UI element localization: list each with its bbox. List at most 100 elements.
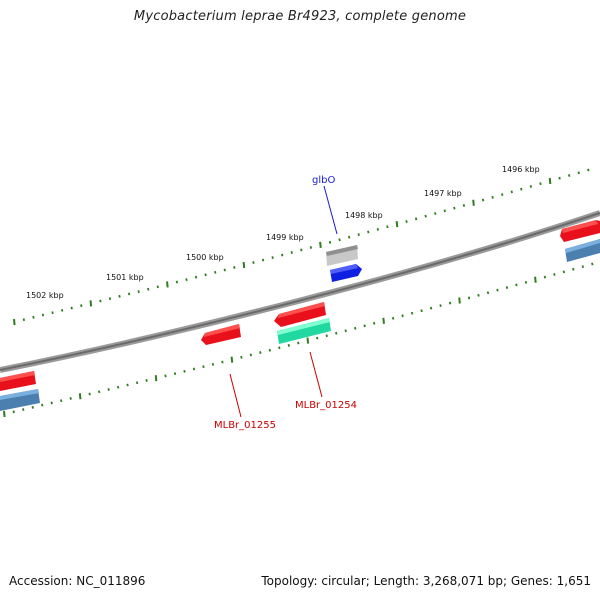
minor-tick <box>372 321 376 325</box>
map-title: Mycobacterium leprae Br4923, complete ge… <box>133 9 467 24</box>
minor-tick <box>325 334 328 338</box>
major-tick <box>319 241 322 249</box>
minor-tick <box>335 331 338 335</box>
feature-red-forward-left[interactable] <box>0 371 36 391</box>
minor-tick <box>156 285 159 289</box>
minor-tick <box>50 401 53 405</box>
minor-tick <box>496 288 499 292</box>
minor-tick <box>410 311 414 315</box>
minor-tick <box>137 290 140 294</box>
major-tick <box>13 318 16 326</box>
minor-tick <box>515 283 518 287</box>
minor-tick <box>31 405 34 409</box>
minor-tick <box>88 392 91 396</box>
minor-tick <box>414 217 418 221</box>
major-tick <box>534 276 537 283</box>
minor-tick <box>12 410 15 414</box>
minor-tick <box>481 198 485 202</box>
minor-tick <box>280 253 284 257</box>
feature-glbO[interactable] <box>330 264 362 282</box>
feature-green-reverse[interactable] <box>277 318 331 344</box>
minor-tick <box>462 204 466 207</box>
minor-tick <box>116 385 120 389</box>
major-tick <box>472 199 475 206</box>
minor-tick <box>553 273 556 276</box>
minor-tick <box>99 299 102 303</box>
minor-tick <box>587 168 590 172</box>
minor-tick <box>22 318 26 322</box>
major-tick <box>458 297 461 304</box>
minor-tick <box>268 348 272 352</box>
minor-tick <box>221 360 224 364</box>
minor-tick <box>347 235 351 239</box>
feature-MLBr_01254[interactable] <box>274 302 326 327</box>
minor-tick <box>591 262 594 266</box>
topology-summary: Topology: circular; Length: 3,268,071 bp… <box>261 574 591 588</box>
minor-tick <box>405 220 408 223</box>
minor-tick <box>278 346 281 350</box>
minor-tick <box>344 329 347 333</box>
minor-tick <box>164 374 167 378</box>
minor-tick <box>309 246 313 249</box>
feature-steel-reverse-right[interactable] <box>565 239 600 262</box>
minor-tick <box>429 306 433 310</box>
feature-gray-forward[interactable] <box>326 245 358 266</box>
minor-tick <box>386 225 389 229</box>
minor-tick <box>420 309 423 313</box>
minor-tick <box>338 238 341 242</box>
major-tick <box>89 300 93 307</box>
minor-tick <box>252 261 255 264</box>
minor-tick <box>175 280 179 284</box>
major-tick <box>230 356 234 363</box>
minor-tick <box>51 311 54 315</box>
minor-tick <box>543 275 547 279</box>
minor-tick <box>562 270 566 274</box>
minor-tick <box>505 286 509 289</box>
minor-tick <box>581 265 584 269</box>
minor-tick <box>32 315 35 319</box>
minor-tick <box>214 270 217 274</box>
scale-label-1501: 1501 kbp <box>106 273 144 282</box>
scale-label-1500: 1500 kbp <box>186 253 224 262</box>
minor-tick <box>434 212 437 215</box>
minor-tick <box>297 341 300 345</box>
minor-tick <box>223 268 226 272</box>
major-tick <box>548 177 552 185</box>
accession-text: Accession: NC_011896 <box>9 574 146 588</box>
major-tick <box>78 393 82 400</box>
scale-label-1499: 1499 kbp <box>266 233 304 242</box>
minor-tick <box>567 174 571 177</box>
minor-tick <box>69 397 72 400</box>
minor-tick <box>80 304 83 308</box>
scale-label-1502: 1502 kbp <box>26 291 64 300</box>
feature-label-MLBr_01254: MLBr_01254 <box>295 400 357 411</box>
minor-tick <box>97 390 101 394</box>
minor-tick <box>173 372 177 376</box>
minor-tick <box>328 240 332 244</box>
minor-tick <box>192 367 196 371</box>
minor-tick <box>135 381 139 385</box>
minor-tick <box>510 190 513 194</box>
minor-tick <box>41 313 45 317</box>
minor-tick <box>145 379 148 382</box>
minor-tick <box>558 176 561 180</box>
minor-tick <box>357 233 360 237</box>
minor-tick <box>391 316 395 320</box>
minor-tick <box>491 195 494 199</box>
glbO-leader <box>323 185 338 235</box>
feature-MLBr_01255[interactable] <box>201 324 241 345</box>
feature-red-forward-right[interactable] <box>560 220 600 242</box>
feature-steel-reverse-left[interactable] <box>0 389 40 411</box>
minor-tick <box>202 365 205 369</box>
minor-tick <box>233 266 236 269</box>
scale-label-1498: 1498 kbp <box>345 211 383 220</box>
minor-tick <box>249 353 253 357</box>
scale-label-1497: 1497 kbp <box>424 189 462 198</box>
minor-tick <box>443 209 446 213</box>
major-tick <box>395 221 399 228</box>
minor-tick <box>577 171 580 175</box>
minor-tick <box>126 383 129 387</box>
minor-tick <box>424 214 427 218</box>
inner-scale-ticks <box>3 262 594 418</box>
